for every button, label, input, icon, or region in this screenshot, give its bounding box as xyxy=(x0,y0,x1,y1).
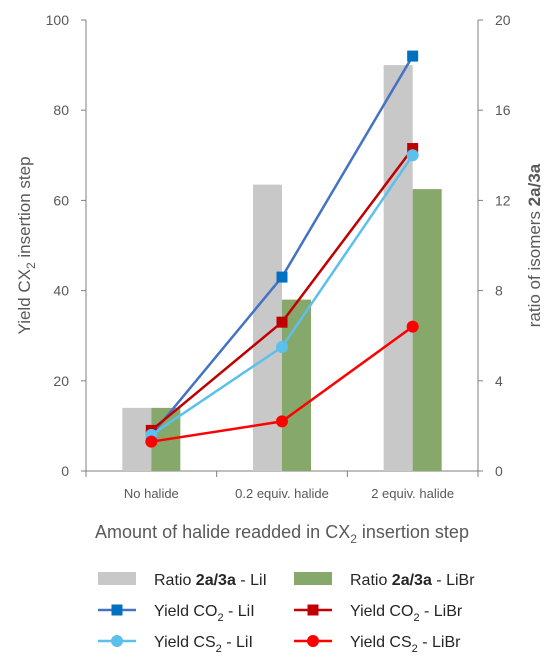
bar xyxy=(253,184,282,472)
data-point-marker xyxy=(276,271,288,283)
legend-swatch xyxy=(98,572,136,585)
legend-marker xyxy=(111,604,123,616)
data-point-marker xyxy=(145,435,158,448)
legend-marker xyxy=(111,635,123,647)
legend-marker xyxy=(307,635,319,647)
legend-label: Yield CS2 - LiBr xyxy=(350,634,461,653)
right-y-tick-label: 12 xyxy=(495,192,511,208)
left-y-tick-label: 0 xyxy=(61,463,69,479)
legend-label: Yield CO2 - LiBr xyxy=(350,603,463,624)
left-y-tick-label: 100 xyxy=(46,12,70,28)
data-point-marker xyxy=(276,316,288,328)
right-y-tick-label: 8 xyxy=(495,283,503,299)
x-tick-label: 0.2 equiv. halide xyxy=(235,486,329,501)
left-y-axis-title: Yield CX2 insertion step xyxy=(15,156,38,334)
legend-label: Yield CS2 - LiI xyxy=(154,634,253,653)
data-point-marker xyxy=(406,149,419,162)
right-y-tick-label: 0 xyxy=(495,463,503,479)
data-point-marker xyxy=(406,320,419,333)
right-y-tick-label: 16 xyxy=(495,102,511,118)
left-y-tick-label: 80 xyxy=(53,102,69,118)
right-y-axis-title: ratio of isomers 2a/3a xyxy=(525,163,544,327)
left-y-tick-label: 20 xyxy=(53,373,69,389)
bar xyxy=(383,65,413,471)
left-y-tick-label: 40 xyxy=(53,283,69,299)
right-y-tick-label: 4 xyxy=(495,373,503,389)
data-point-marker xyxy=(276,415,288,428)
right-y-tick-label: 20 xyxy=(495,12,511,28)
data-point-marker xyxy=(276,340,288,353)
legend-label: Ratio 2a/3a - LiI xyxy=(154,572,267,589)
x-tick-label: 2 equiv. halide xyxy=(371,486,454,501)
left-y-tick-label: 60 xyxy=(53,192,69,208)
legend-marker xyxy=(307,604,319,616)
data-point-marker xyxy=(407,50,419,62)
data-point-marker xyxy=(407,143,419,155)
bar xyxy=(282,299,311,471)
legend-label: Ratio 2a/3a - LiBr xyxy=(350,572,475,589)
x-tick-label: No halide xyxy=(124,486,179,501)
legend-label: Yield CO2 - LiI xyxy=(154,603,255,624)
legend-swatch xyxy=(294,572,332,585)
x-axis-title: Amount of halide readded in CX2 insertio… xyxy=(95,522,469,546)
